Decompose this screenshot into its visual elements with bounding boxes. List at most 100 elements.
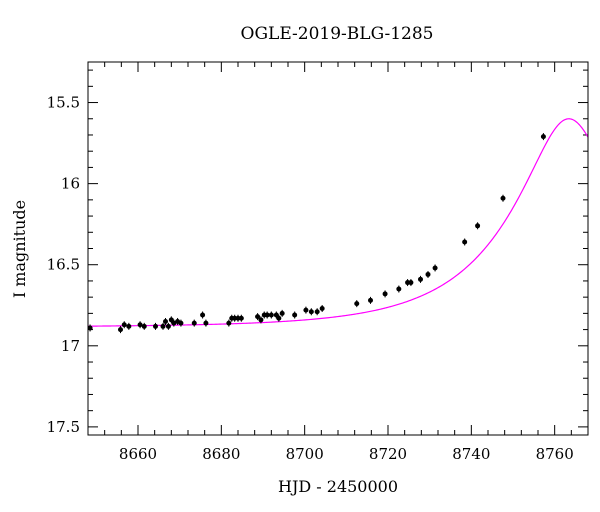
data-point xyxy=(118,326,123,334)
data-point xyxy=(396,285,402,293)
x-tick-label: 8720 xyxy=(369,445,407,463)
data-point xyxy=(153,322,158,330)
point-marker xyxy=(153,323,158,329)
y-tick-label: 16 xyxy=(61,175,80,193)
point-marker xyxy=(191,320,197,326)
axis-ticks xyxy=(87,62,589,435)
data-point xyxy=(87,324,93,332)
data-point xyxy=(354,300,360,308)
data-point xyxy=(432,264,438,272)
x-tick-label: 8680 xyxy=(202,445,240,463)
data-point xyxy=(226,319,232,327)
data-point xyxy=(160,322,166,330)
data-point xyxy=(264,311,270,319)
point-marker xyxy=(354,301,360,307)
data-point xyxy=(308,308,314,316)
data-point xyxy=(292,311,298,319)
point-marker xyxy=(165,323,171,329)
point-marker xyxy=(314,309,320,315)
point-marker xyxy=(276,315,282,321)
data-point xyxy=(462,238,468,246)
data-point xyxy=(268,311,274,319)
x-tick-label: 8700 xyxy=(286,445,324,463)
point-marker xyxy=(475,223,481,229)
y-tick-label: 17.5 xyxy=(47,418,80,436)
x-tick-label: 8760 xyxy=(536,445,574,463)
point-marker xyxy=(203,320,209,326)
data-point xyxy=(191,319,197,327)
data-point xyxy=(141,322,147,330)
data-point xyxy=(279,309,285,317)
point-marker xyxy=(126,323,132,329)
data-point xyxy=(137,321,143,329)
data-points xyxy=(87,133,546,334)
y-tick-label: 15.5 xyxy=(47,94,80,112)
data-point xyxy=(475,222,481,230)
point-marker xyxy=(432,265,438,271)
point-marker xyxy=(163,318,168,324)
chart-title: OGLE-2019-BLG-1285 xyxy=(241,24,434,44)
data-point xyxy=(238,314,244,322)
data-point xyxy=(382,290,388,298)
point-marker xyxy=(121,322,127,328)
data-point xyxy=(418,275,423,283)
y-axis-label: I magnitude xyxy=(10,200,29,298)
data-point xyxy=(258,316,264,324)
data-point xyxy=(126,322,132,330)
point-marker xyxy=(540,134,546,140)
tick-labels: 8660 8680 8700 8720 8740 8760 15.5 16 16.5 17 17.5 xyxy=(47,94,574,463)
point-marker xyxy=(160,323,166,329)
point-marker xyxy=(292,312,298,318)
point-marker xyxy=(303,307,309,313)
point-marker xyxy=(87,325,93,331)
data-point xyxy=(165,322,171,330)
point-marker xyxy=(279,310,285,316)
point-marker xyxy=(368,297,373,303)
point-marker xyxy=(137,322,143,328)
x-tick-label: 8740 xyxy=(452,445,490,463)
y-tick-label: 16.5 xyxy=(47,256,80,274)
data-point xyxy=(200,311,206,319)
point-marker xyxy=(238,315,244,321)
data-point xyxy=(121,321,127,329)
point-marker xyxy=(500,195,506,201)
data-point xyxy=(540,133,546,141)
point-marker xyxy=(118,327,123,333)
data-point xyxy=(408,279,414,287)
data-point xyxy=(276,314,282,322)
point-marker xyxy=(408,280,414,286)
data-point xyxy=(203,319,209,327)
point-marker xyxy=(268,312,274,318)
point-marker xyxy=(171,320,177,326)
plot-frame xyxy=(87,61,589,436)
model-curve xyxy=(87,118,589,327)
point-marker xyxy=(141,323,147,329)
data-point xyxy=(171,319,177,327)
x-tick-label: 8660 xyxy=(119,445,157,463)
data-point xyxy=(425,270,431,278)
x-axis-label: HJD - 2450000 xyxy=(278,477,398,496)
point-marker xyxy=(226,320,232,326)
y-tick-label: 17 xyxy=(61,337,80,355)
point-marker xyxy=(396,286,402,292)
data-point xyxy=(500,194,506,202)
data-point xyxy=(178,319,184,327)
point-marker xyxy=(382,291,388,297)
data-point xyxy=(255,313,261,321)
data-point xyxy=(368,296,373,304)
point-marker xyxy=(258,317,264,323)
data-point xyxy=(303,306,309,314)
data-point xyxy=(163,317,168,325)
point-marker xyxy=(319,306,325,312)
data-point xyxy=(314,308,320,316)
point-marker xyxy=(200,312,206,318)
point-marker xyxy=(462,239,468,245)
point-marker xyxy=(425,271,431,277)
point-marker xyxy=(418,276,423,282)
point-marker xyxy=(308,309,314,315)
point-marker xyxy=(255,314,261,320)
point-marker xyxy=(264,312,270,318)
data-point xyxy=(319,305,325,313)
point-marker xyxy=(178,320,184,326)
